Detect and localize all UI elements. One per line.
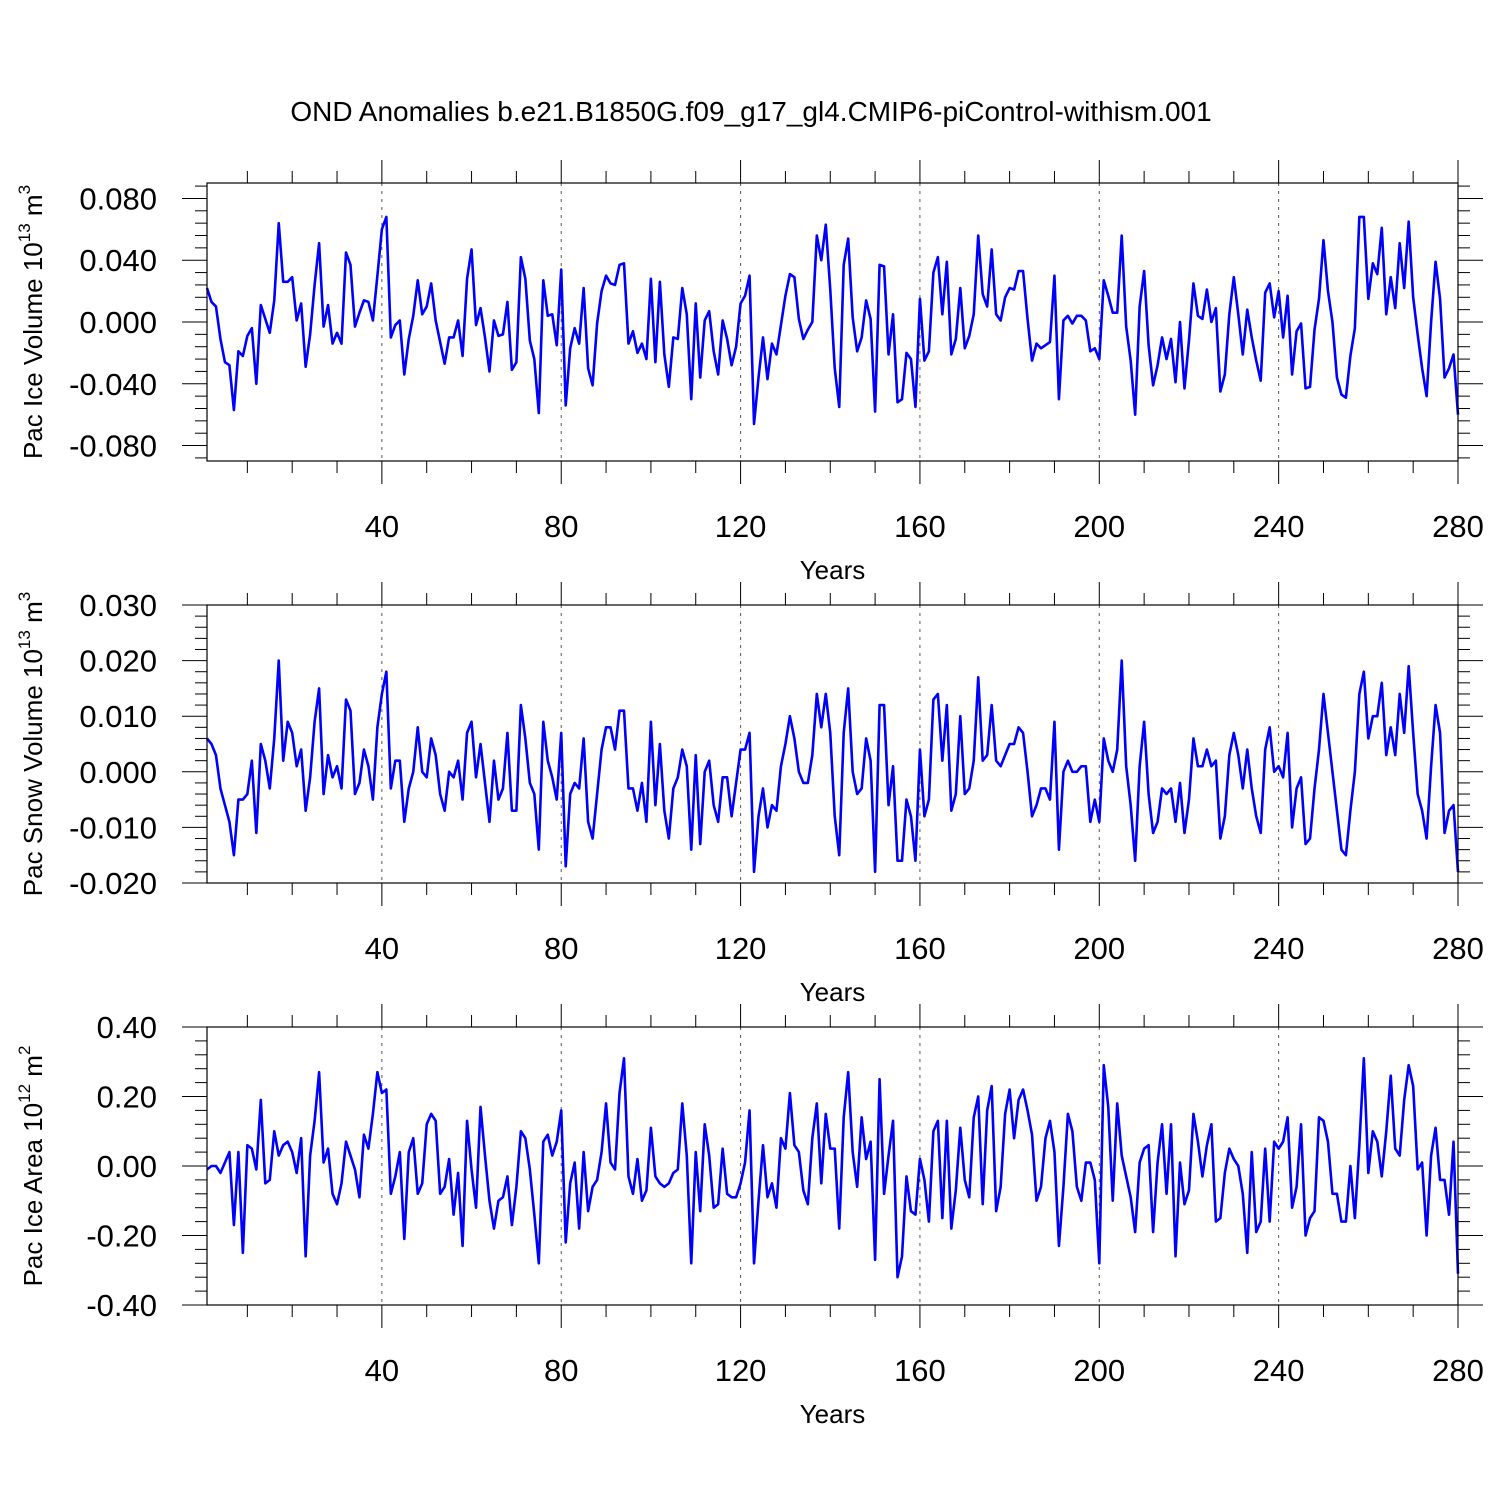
y-tick-label: 0.010: [79, 699, 157, 734]
y-tick-label: 0.080: [79, 181, 157, 216]
tick-layer: [182, 582, 1483, 906]
x-axis-label: Years: [800, 977, 866, 1007]
y-tick-label: -0.080: [69, 429, 157, 464]
x-tick-label: 280: [1432, 1353, 1484, 1388]
x-tick-label: 240: [1253, 931, 1305, 966]
ytick-labels: -0.020 -0.010 0.000 0.010 0.020 0.030: [69, 588, 157, 901]
x-tick-label: 40: [365, 509, 399, 544]
series-line: [205, 215, 1460, 426]
x-tick-label: 80: [544, 931, 578, 966]
x-tick-label: 120: [715, 509, 767, 544]
x-tick-label: 80: [544, 1353, 578, 1388]
y-axis-label-unit: m: [18, 194, 48, 223]
ytick-labels: -0.40 -0.20 0.00 0.20 0.40: [86, 1010, 157, 1323]
grid-layer: [381, 1027, 1280, 1305]
grid-layer: [381, 183, 1280, 461]
panel-snow-volume: -0.020 -0.010 0.000 0.010 0.020 0.030 40 80 120…: [15, 582, 1484, 1007]
xtick-labels: 40 80 120 160 200 240 280: [365, 1353, 1484, 1388]
y-tick-label: 0.000: [79, 755, 157, 790]
y-axis-label-unit-exponent: 3: [15, 592, 34, 601]
x-tick-label: 160: [894, 1353, 946, 1388]
y-axis-label-exponent: 13: [15, 223, 34, 242]
panel-ice-area: -0.40 -0.20 0.00 0.20 0.40 40 80 120 160 200 240 2…: [15, 1004, 1484, 1429]
y-axis-label-unit: m: [18, 1055, 48, 1084]
x-tick-label: 280: [1432, 509, 1484, 544]
y-axis-label-text: Pac Ice Area 10: [18, 1103, 48, 1287]
tick-layer: [182, 1004, 1483, 1328]
x-tick-label: 200: [1073, 509, 1125, 544]
plot-frame: [206, 1026, 1459, 1306]
y-tick-label: -0.040: [69, 367, 157, 402]
y-axis-label-exponent: 13: [15, 630, 34, 649]
x-axis-label: Years: [800, 1399, 866, 1429]
y-tick-label: -0.020: [69, 866, 157, 901]
x-tick-label: 280: [1432, 931, 1484, 966]
xtick-labels: 40 80 120 160 200 240 280: [365, 931, 1484, 966]
y-tick-label: 0.000: [79, 305, 157, 340]
y-axis-label-text: Pac Snow Volume 10: [18, 649, 48, 896]
y-tick-label: 0.00: [97, 1149, 157, 1184]
y-tick-label: 0.20: [97, 1080, 157, 1115]
y-axis-label: Pac Snow Volume 1013 m3: [15, 592, 48, 896]
panel-ice-volume: -0.080 -0.040 0.000 0.040 0.080 40 80 120 160 20…: [15, 160, 1484, 585]
x-tick-label: 40: [365, 931, 399, 966]
y-tick-label: -0.010: [69, 810, 157, 845]
y-axis-label-unit: m: [18, 601, 48, 630]
x-tick-label: 200: [1073, 931, 1125, 966]
y-tick-label: 0.40: [97, 1010, 157, 1045]
x-tick-label: 120: [715, 1353, 767, 1388]
xtick-labels: 40 80 120 160 200 240 280: [365, 509, 1484, 544]
x-tick-label: 200: [1073, 1353, 1125, 1388]
y-axis-label-unit-exponent: 3: [15, 185, 34, 194]
y-tick-label: 0.020: [79, 644, 157, 679]
tick-layer: [182, 160, 1483, 484]
series-line: [206, 1056, 1460, 1279]
y-tick-label: 0.030: [79, 588, 157, 623]
x-tick-label: 240: [1253, 509, 1305, 544]
x-tick-label: 160: [894, 931, 946, 966]
ytick-labels: -0.080 -0.040 0.000 0.040 0.080: [69, 181, 157, 463]
y-axis-label-unit-exponent: 2: [15, 1046, 34, 1055]
plot-frame: [206, 604, 1459, 884]
y-axis-label-exponent: 12: [15, 1084, 34, 1103]
y-axis-label-text: Pac Ice Volume 10: [18, 242, 48, 459]
x-tick-label: 240: [1253, 1353, 1305, 1388]
chart-title: OND Anomalies b.e21.B1850G.f09_g17_gl4.C…: [290, 96, 1211, 127]
x-tick-label: 40: [365, 1353, 399, 1388]
y-tick-label: 0.040: [79, 243, 157, 278]
x-tick-label: 80: [544, 509, 578, 544]
y-axis-label: Pac Ice Area 1012 m2: [15, 1046, 48, 1287]
y-tick-label: -0.40: [86, 1288, 157, 1323]
y-tick-label: -0.20: [86, 1219, 157, 1254]
x-tick-label: 120: [715, 931, 767, 966]
series-line: [205, 659, 1460, 874]
y-axis-label: Pac Ice Volume 1013 m3: [15, 185, 48, 459]
x-axis-label: Years: [800, 555, 866, 585]
x-tick-label: 160: [894, 509, 946, 544]
